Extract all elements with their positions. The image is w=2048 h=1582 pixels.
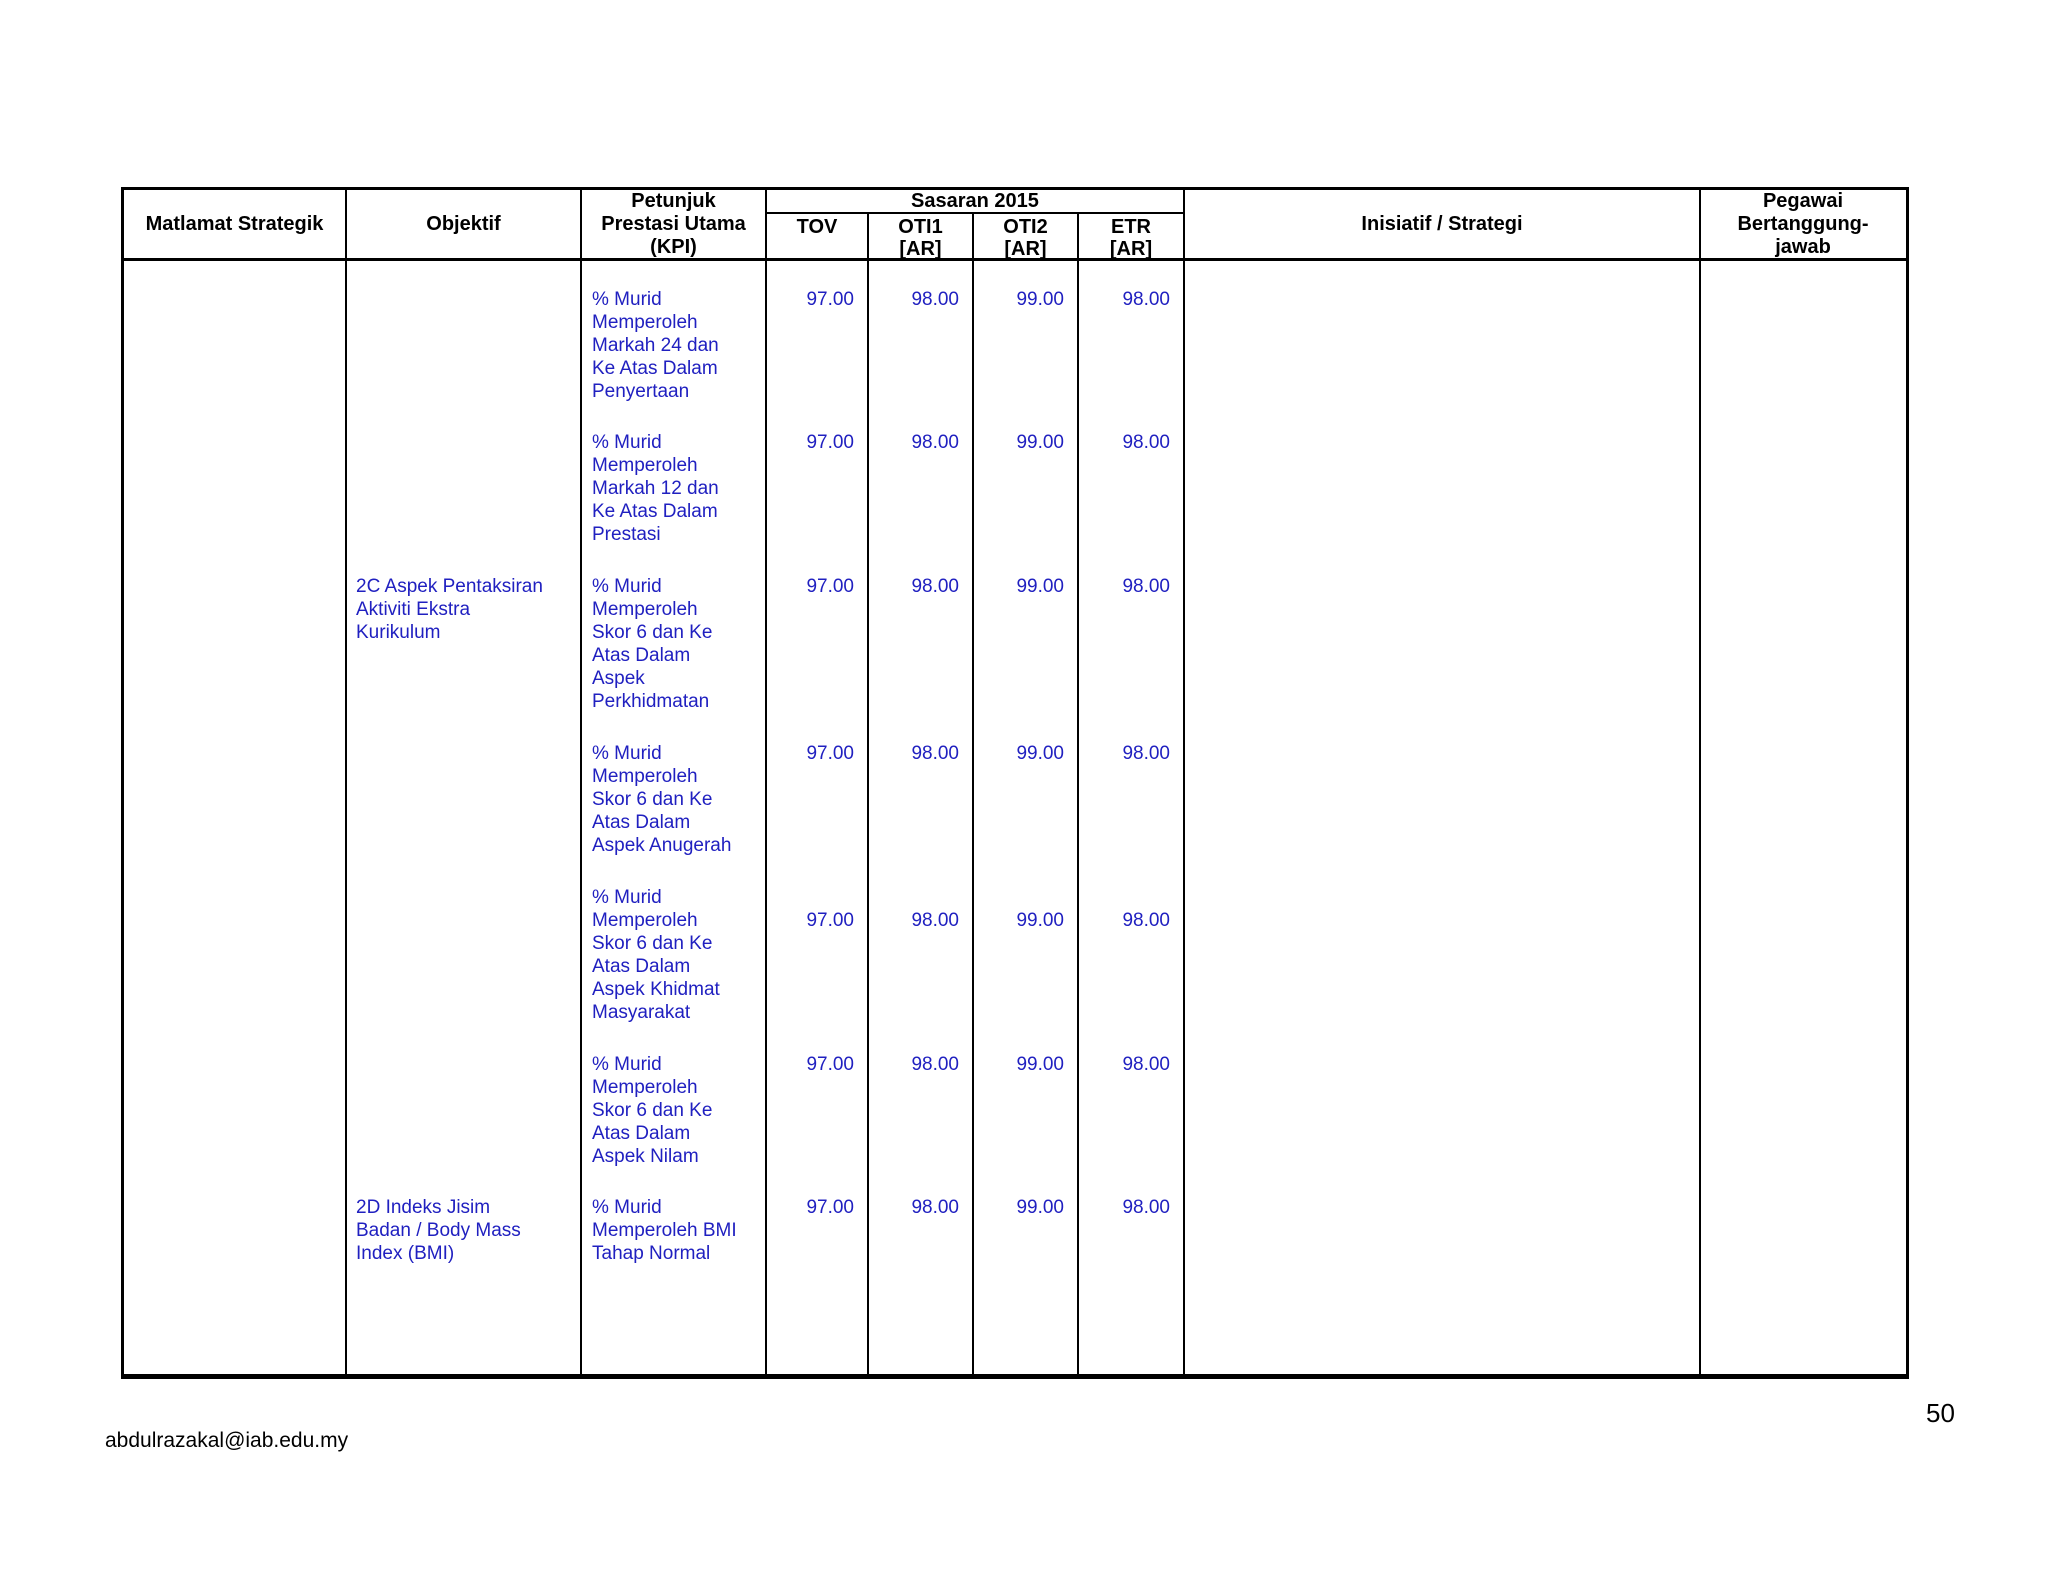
kpi-cell: % Murid Memperoleh Markah 24 dan Ke Atas… bbox=[592, 289, 719, 402]
oti2-value: 99.00 bbox=[1016, 910, 1064, 931]
footer-email: abdulrazakal@iab.edu.my bbox=[105, 1429, 349, 1452]
oti1-value: 98.00 bbox=[911, 1054, 959, 1075]
oti1-value: 98.00 bbox=[911, 289, 959, 310]
kpi-cell: % Murid Memperoleh BMI Tahap Normal bbox=[592, 1197, 737, 1264]
table-vertical-border bbox=[345, 190, 347, 1374]
kpi-cell: % Murid Memperoleh Skor 6 dan Ke Atas Da… bbox=[592, 576, 713, 712]
oti2-value: 99.00 bbox=[1016, 576, 1064, 597]
oti1-value: 98.00 bbox=[911, 432, 959, 453]
table-vertical-border bbox=[1077, 212, 1079, 1374]
etr-value: 98.00 bbox=[1122, 1054, 1170, 1075]
page-number: 50 bbox=[1926, 1398, 1955, 1428]
header-sasaran-2015: Sasaran 2015 bbox=[911, 190, 1039, 212]
kpi-cell: % Murid Memperoleh Skor 6 dan Ke Atas Da… bbox=[592, 887, 720, 1023]
oti1-value: 98.00 bbox=[911, 910, 959, 931]
sasaran-underline bbox=[766, 212, 1184, 214]
strategic-plan-table: Matlamat Strategik Objektif Petunjuk Pre… bbox=[121, 187, 1909, 1379]
header-oti1: OTI1 [AR] bbox=[898, 216, 943, 260]
header-bottom-border bbox=[124, 258, 1906, 261]
header-oti2: OTI2 [AR] bbox=[1003, 216, 1048, 260]
header-objektif: Objektif bbox=[426, 212, 501, 235]
table-vertical-border bbox=[1699, 190, 1701, 1374]
oti2-value: 99.00 bbox=[1016, 432, 1064, 453]
kpi-cell: % Murid Memperoleh Markah 12 dan Ke Atas… bbox=[592, 432, 719, 545]
table-body: 2C Aspek Pentaksiran Aktiviti Ekstra Kur… bbox=[124, 261, 1906, 1371]
etr-value: 98.00 bbox=[1122, 289, 1170, 310]
table-vertical-border bbox=[1183, 190, 1185, 1374]
tov-value: 97.00 bbox=[806, 910, 854, 931]
tov-value: 97.00 bbox=[806, 743, 854, 764]
oti1-value: 98.00 bbox=[911, 576, 959, 597]
oti1-value: 98.00 bbox=[911, 743, 959, 764]
tov-value: 97.00 bbox=[806, 1197, 854, 1218]
header-etr: ETR [AR] bbox=[1109, 216, 1153, 260]
etr-value: 98.00 bbox=[1122, 1197, 1170, 1218]
table-vertical-border bbox=[580, 190, 582, 1374]
header-inisiatif-strategi: Inisiatif / Strategi bbox=[1361, 212, 1523, 235]
oti1-value: 98.00 bbox=[911, 1197, 959, 1218]
oti2-value: 99.00 bbox=[1016, 743, 1064, 764]
table-vertical-border bbox=[972, 212, 974, 1374]
objective-cell: 2D Indeks Jisim Badan / Body Mass Index … bbox=[356, 1197, 521, 1264]
header-tov: TOV bbox=[796, 216, 838, 238]
tov-value: 97.00 bbox=[806, 289, 854, 310]
oti2-value: 99.00 bbox=[1016, 1197, 1064, 1218]
oti2-value: 99.00 bbox=[1016, 289, 1064, 310]
objective-cell: 2C Aspek Pentaksiran Aktiviti Ekstra Kur… bbox=[356, 576, 543, 643]
table-vertical-border bbox=[765, 190, 767, 1374]
tov-value: 97.00 bbox=[806, 432, 854, 453]
oti2-value: 99.00 bbox=[1016, 1054, 1064, 1075]
tov-value: 97.00 bbox=[806, 576, 854, 597]
etr-value: 98.00 bbox=[1122, 910, 1170, 931]
etr-value: 98.00 bbox=[1122, 743, 1170, 764]
etr-value: 98.00 bbox=[1122, 432, 1170, 453]
kpi-cell: % Murid Memperoleh Skor 6 dan Ke Atas Da… bbox=[592, 743, 732, 856]
header-pegawai-bertanggungjawab: Pegawai Bertanggung- jawab bbox=[1737, 189, 1869, 258]
header-kpi: Petunjuk Prestasi Utama (KPI) bbox=[601, 189, 746, 258]
tov-value: 97.00 bbox=[806, 1054, 854, 1075]
kpi-cell: % Murid Memperoleh Skor 6 dan Ke Atas Da… bbox=[592, 1054, 713, 1167]
etr-value: 98.00 bbox=[1122, 576, 1170, 597]
header-matlamat-strategik: Matlamat Strategik bbox=[145, 212, 324, 235]
table-vertical-border bbox=[867, 212, 869, 1374]
